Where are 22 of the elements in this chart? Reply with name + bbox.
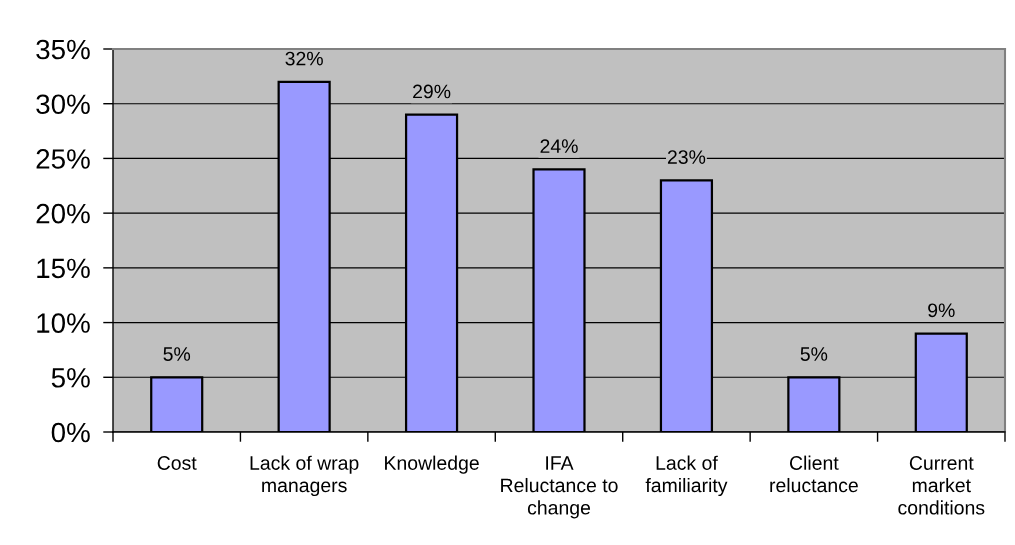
y-tick-label: 5% bbox=[51, 368, 90, 388]
data-label: 5% bbox=[163, 347, 191, 361]
x-tick-label: Lack of familiarity bbox=[645, 455, 728, 497]
x-tick-label: Cost bbox=[157, 456, 197, 470]
y-tick-label: 30% bbox=[36, 94, 90, 115]
data-label: 32% bbox=[285, 51, 323, 66]
x-tick-label: Client reluctance bbox=[770, 455, 858, 493]
y-tick-label: 0% bbox=[51, 422, 90, 443]
data-label: 23% bbox=[667, 150, 706, 164]
x-tick-label: IFA Reluctance to change bbox=[501, 456, 618, 519]
x-tick-label: Knowledge bbox=[385, 455, 479, 474]
y-tick-label: 35% bbox=[36, 39, 90, 60]
y-tick-label: 25% bbox=[36, 149, 90, 169]
data-label: 29% bbox=[413, 84, 451, 99]
data-label: 24% bbox=[540, 139, 578, 153]
y-tick-label: 20% bbox=[36, 203, 90, 224]
data-label: 9% bbox=[928, 303, 955, 318]
data-label: 5% bbox=[800, 347, 828, 361]
y-tick-label: 10% bbox=[37, 313, 90, 333]
y-tick-label: 15% bbox=[37, 258, 90, 279]
x-tick-label: Current market conditions bbox=[898, 456, 985, 515]
x-tick-label: Lack of wrap managers bbox=[250, 455, 359, 497]
